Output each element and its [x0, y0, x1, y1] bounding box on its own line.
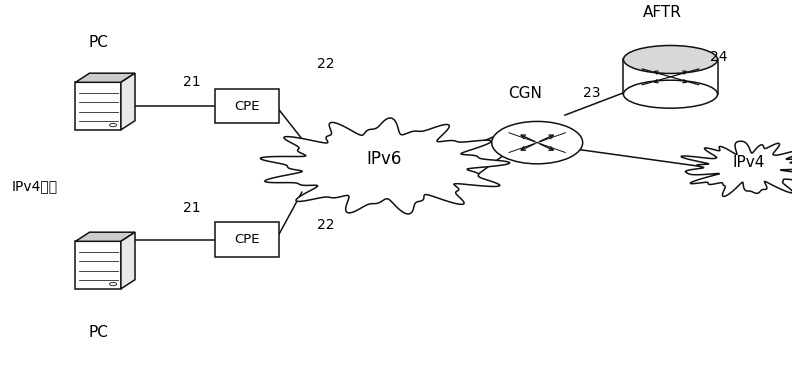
Text: IPv4: IPv4 [733, 155, 765, 170]
Text: PC: PC [88, 35, 108, 50]
Polygon shape [261, 118, 510, 214]
Polygon shape [121, 232, 135, 289]
Text: CGN: CGN [509, 86, 542, 101]
Text: PC: PC [88, 325, 108, 340]
Text: AFTR: AFTR [643, 5, 682, 21]
Text: IPv4网络: IPv4网络 [12, 179, 58, 194]
Text: 21: 21 [183, 75, 201, 89]
Text: CPE: CPE [234, 233, 260, 246]
Polygon shape [121, 73, 135, 130]
Polygon shape [75, 241, 121, 289]
Polygon shape [75, 232, 135, 241]
Text: 24: 24 [710, 50, 727, 64]
Circle shape [110, 123, 117, 127]
Text: IPv6: IPv6 [366, 150, 402, 168]
Text: CPE: CPE [234, 100, 260, 113]
Ellipse shape [623, 80, 718, 108]
Text: 22: 22 [317, 218, 334, 232]
Text: 23: 23 [583, 86, 601, 100]
Circle shape [110, 282, 117, 286]
FancyBboxPatch shape [215, 222, 279, 257]
Polygon shape [75, 73, 135, 82]
Polygon shape [623, 59, 718, 94]
Circle shape [492, 122, 582, 164]
FancyBboxPatch shape [215, 89, 279, 123]
Polygon shape [681, 141, 800, 197]
Text: 22: 22 [317, 57, 334, 71]
Text: 21: 21 [183, 201, 201, 216]
Ellipse shape [623, 46, 718, 73]
Polygon shape [75, 82, 121, 130]
